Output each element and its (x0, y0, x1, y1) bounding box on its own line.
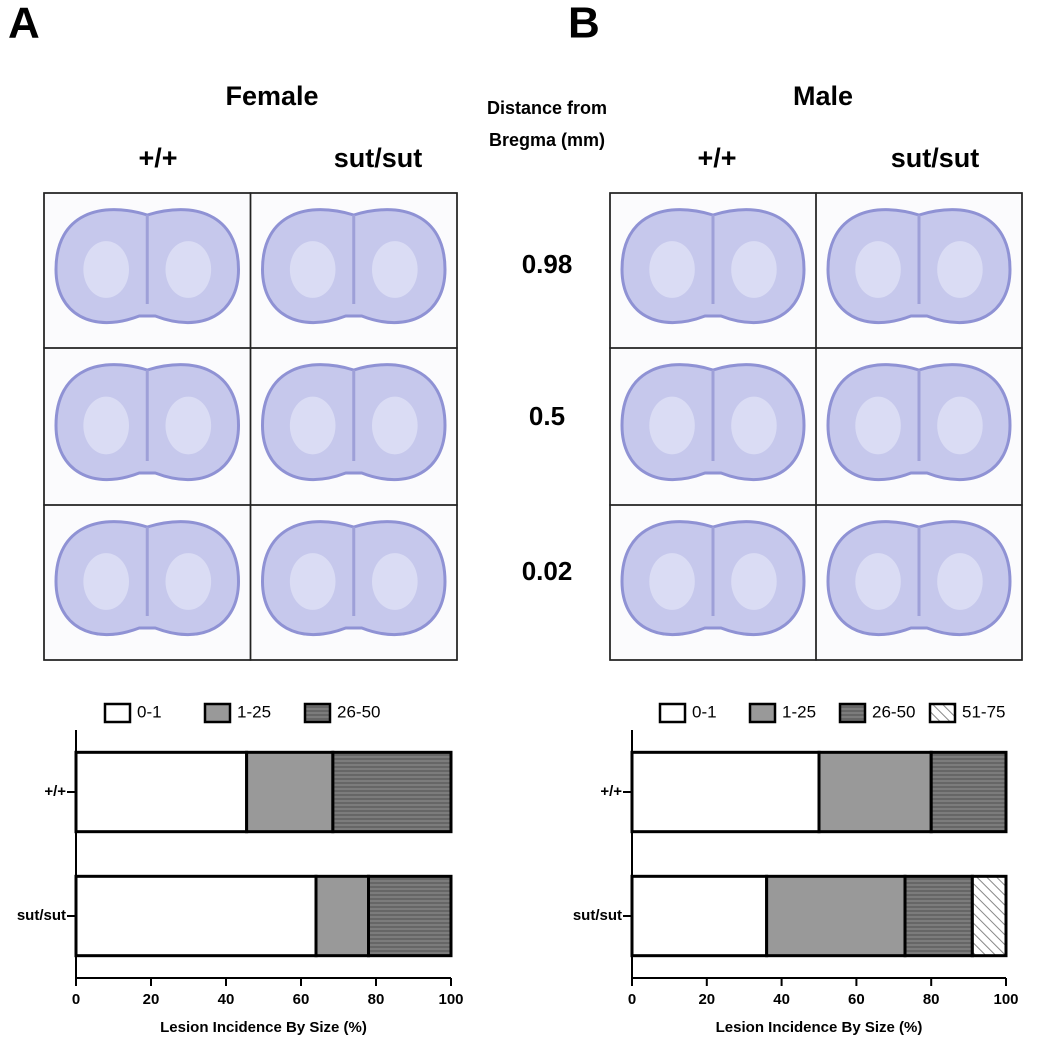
striatum (372, 241, 418, 298)
striatum (372, 396, 418, 455)
legend-swatch (928, 702, 957, 724)
bar-segment (903, 874, 974, 958)
legend-swatch (838, 702, 867, 724)
striatum (289, 241, 336, 298)
legend-label: 26-50 (337, 702, 380, 721)
bar-segment (245, 750, 335, 834)
bar-segment (630, 750, 821, 834)
striatum (83, 241, 129, 298)
bregma-title: Bregma (mm) (489, 130, 605, 150)
x-tick-label: 0 (628, 991, 636, 1008)
y-tick-label: +/+ (44, 783, 66, 800)
striatum (83, 396, 129, 455)
bar-segment (765, 874, 907, 958)
bregma-value: 0.5 (529, 401, 565, 431)
bar-segment (817, 750, 933, 834)
x-tick-label: 60 (293, 991, 310, 1008)
striatum (83, 553, 129, 610)
genotype-heading: sut/sut (334, 143, 423, 173)
striatum (649, 396, 695, 455)
bar-segment (331, 750, 453, 834)
y-tick-label: sut/sut (17, 907, 66, 924)
bar-segment (630, 874, 769, 958)
legend-label: 0-1 (137, 702, 162, 721)
striatum (649, 241, 695, 298)
legend-swatch (748, 702, 777, 724)
striatum (937, 396, 983, 455)
striatum (165, 396, 212, 455)
y-tick-label: sut/sut (573, 907, 622, 924)
bar-segment (74, 874, 318, 958)
bregma-value: 0.02 (522, 556, 573, 586)
bar-segment (367, 874, 453, 958)
legend-swatch (103, 702, 132, 724)
striatum (289, 553, 336, 610)
striatum (289, 396, 336, 455)
legend-swatch (658, 702, 687, 724)
x-tick-label: 20 (143, 991, 160, 1008)
x-tick-label: 60 (848, 991, 865, 1008)
x-axis-label: Lesion Incidence By Size (%) (716, 1019, 923, 1036)
striatum (855, 553, 901, 610)
legend-label: 51-75 (962, 702, 1005, 721)
x-tick-label: 40 (773, 991, 790, 1008)
striatum (372, 553, 418, 610)
striatum (731, 241, 777, 298)
x-tick-label: 80 (368, 991, 385, 1008)
striatum (649, 553, 695, 610)
striatum (855, 396, 901, 455)
bar-segment (74, 750, 249, 834)
x-axis-label: Lesion Incidence By Size (%) (160, 1019, 367, 1036)
striatum (937, 553, 983, 610)
x-tick-label: 20 (698, 991, 715, 1008)
striatum (731, 553, 777, 610)
striatum (165, 553, 212, 610)
image-cell (815, 504, 1023, 661)
x-tick-label: 40 (218, 991, 235, 1008)
legend-swatch (203, 702, 232, 724)
bar-segment (314, 874, 370, 958)
bar-segment (929, 750, 1008, 834)
x-tick-label: 80 (923, 991, 940, 1008)
striatum (937, 241, 983, 298)
panel-label: B (568, 0, 600, 48)
striatum (165, 241, 212, 298)
striatum (731, 396, 777, 455)
genotype-heading: +/+ (138, 143, 177, 173)
legend-swatch (303, 702, 332, 724)
x-tick-label: 100 (993, 991, 1018, 1008)
bregma-title: Distance from (487, 98, 607, 118)
x-tick-label: 100 (438, 991, 463, 1008)
legend-label: 1-25 (237, 702, 271, 721)
bar-segment (970, 874, 1008, 958)
panel-label: A (8, 0, 40, 48)
image-cell (249, 504, 458, 661)
genotype-heading: +/+ (697, 143, 736, 173)
sex-heading: Female (225, 81, 318, 111)
y-tick-label: +/+ (600, 783, 622, 800)
sex-heading: Male (793, 81, 853, 111)
x-tick-label: 0 (72, 991, 80, 1008)
legend-label: 1-25 (782, 702, 816, 721)
legend-label: 26-50 (872, 702, 915, 721)
bregma-value: 0.98 (522, 249, 573, 279)
legend-label: 0-1 (692, 702, 717, 721)
genotype-heading: sut/sut (891, 143, 980, 173)
striatum (855, 241, 901, 298)
